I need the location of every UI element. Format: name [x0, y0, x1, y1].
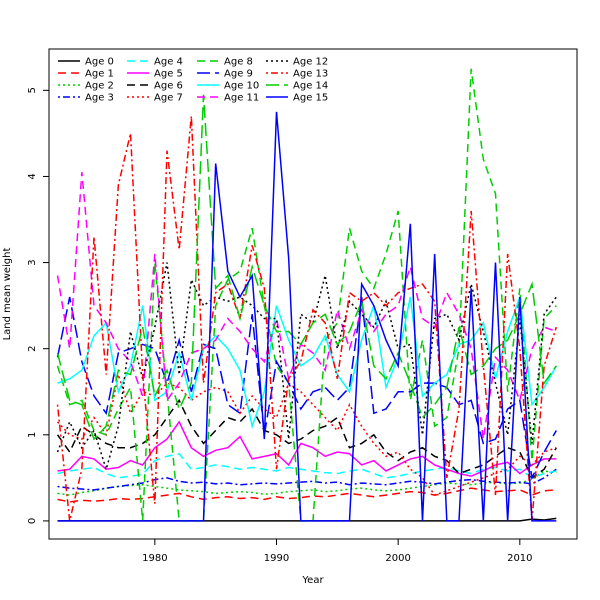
y-axis-label: Land mean weight [2, 248, 13, 341]
x-tick-label: 2000 [385, 553, 410, 564]
legend-label: Age 11 [224, 93, 259, 104]
series-line-age-7 [56, 374, 557, 496]
legend-label: Age 3 [85, 93, 114, 104]
series-line-age-15 [57, 111, 557, 522]
y-tick-label: 5 [27, 87, 38, 93]
legend-label: Age 12 [293, 57, 328, 68]
y-tick-label: 4 [27, 173, 38, 179]
x-tick-label: 1990 [264, 553, 289, 564]
legend-label: Age 6 [154, 81, 183, 92]
legend-label: Age 7 [154, 93, 183, 104]
legend-label: Age 14 [293, 81, 328, 92]
legend-label: Age 13 [293, 69, 328, 80]
legend-label: Age 10 [224, 81, 259, 92]
x-tick-label: 2010 [507, 553, 532, 564]
series-layer [56, 68, 558, 522]
series-line-age-2 [57, 470, 557, 496]
x-axis-label: Year [301, 575, 324, 586]
legend-label: Age 8 [224, 57, 253, 68]
series-line-age-11 [56, 172, 557, 440]
legend-label: Age 1 [85, 69, 114, 80]
y-tick-label: 0 [27, 518, 38, 524]
legend-label: Age 15 [293, 93, 328, 104]
x-axis: 1980 1990 2000 2010 [142, 539, 533, 564]
legend-label: Age 4 [154, 57, 183, 68]
legend-label: Age 0 [85, 57, 114, 68]
series-line-age-3 [57, 468, 557, 491]
y-tick-label: 2 [27, 345, 38, 351]
y-tick-label: 3 [27, 259, 38, 265]
x-tick-label: 1980 [142, 553, 167, 564]
y-tick-label: 1 [27, 432, 38, 438]
legend-label: Age 5 [154, 69, 183, 80]
plot-frame [48, 48, 578, 540]
series-line-age-5 [57, 420, 557, 477]
series-line-age-14 [56, 94, 557, 441]
legend-label: Age 9 [224, 69, 253, 80]
legend-label: Age 2 [85, 81, 114, 92]
series-line-age-13 [56, 116, 558, 522]
series-line-age-8 [56, 68, 557, 522]
y-axis: 0 1 2 3 4 5 [27, 87, 49, 524]
